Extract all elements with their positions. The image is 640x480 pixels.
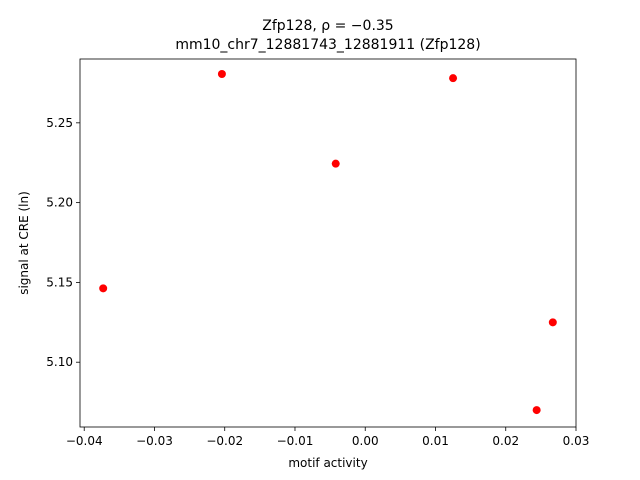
chart-subtitle: mm10_chr7_12881743_12881911 (Zfp128) xyxy=(175,37,480,53)
chart-title: Zfp128, ρ = −0.35 xyxy=(262,18,393,34)
point xyxy=(99,284,108,293)
y-axis-label: signal at CRE (ln) xyxy=(17,191,31,295)
point xyxy=(331,159,340,168)
y-tick-label: 5.25 xyxy=(46,116,73,130)
x-tick-label: 0.01 xyxy=(422,434,449,448)
point xyxy=(548,318,557,327)
y-tick-label: 5.10 xyxy=(46,355,73,369)
plot-frame xyxy=(79,58,577,428)
x-tick-label: −0.04 xyxy=(66,434,103,448)
point xyxy=(217,70,226,79)
point xyxy=(449,74,458,83)
y-tick-label: 5.20 xyxy=(46,196,73,210)
x-tick-label: −0.02 xyxy=(206,434,243,448)
x-tick-label: 0.03 xyxy=(563,434,590,448)
x-tick-label: 0.00 xyxy=(352,434,379,448)
x-tick-label: −0.03 xyxy=(136,434,173,448)
y-tick-label: 5.15 xyxy=(46,275,73,289)
point xyxy=(532,406,541,415)
x-axis-label: motif activity xyxy=(288,456,367,470)
x-tick-label: 0.02 xyxy=(492,434,519,448)
x-tick-label: −0.01 xyxy=(277,434,314,448)
